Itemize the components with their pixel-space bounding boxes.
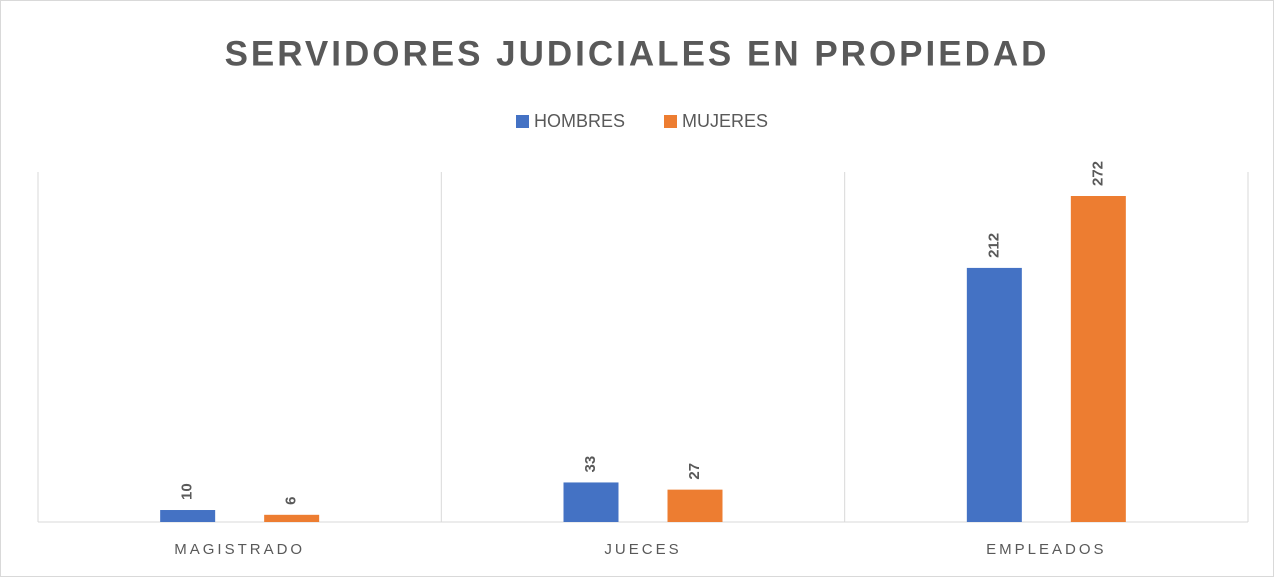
legend-label: MUJERES [682, 111, 768, 131]
legend-swatch [664, 115, 677, 128]
bar [667, 489, 723, 522]
bar [160, 510, 216, 522]
bar [1070, 196, 1126, 522]
bar [563, 482, 619, 522]
data-label: 33 [582, 456, 599, 473]
data-label: 272 [1089, 161, 1106, 186]
legend-swatch [516, 115, 529, 128]
data-label: 6 [283, 496, 300, 504]
chart-title: SERVIDORES JUDICIALES EN PROPIEDAD [225, 34, 1050, 73]
data-label: 212 [985, 233, 1002, 258]
legend-label: HOMBRES [534, 111, 625, 131]
x-tick-label: EMPLEADOS [986, 541, 1106, 558]
x-tick-label: MAGISTRADO [174, 541, 305, 558]
bar [264, 514, 320, 522]
x-tick-label: JUECES [604, 541, 681, 558]
bar [966, 267, 1022, 522]
data-label: 27 [686, 463, 703, 480]
data-label: 10 [179, 483, 196, 500]
